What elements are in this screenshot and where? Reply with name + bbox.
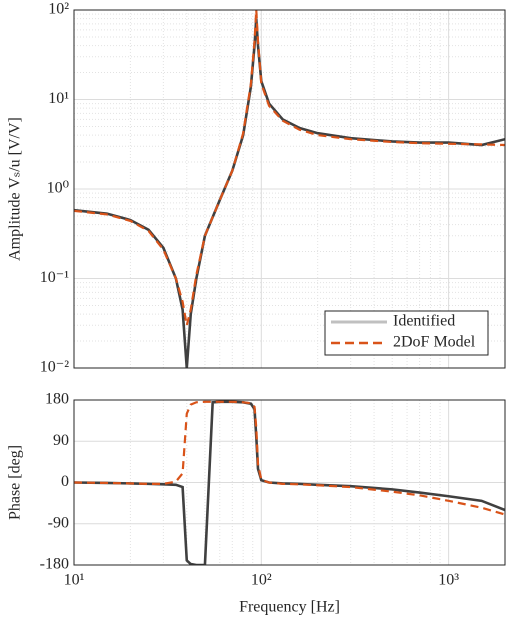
y-tick-label: 90	[53, 432, 69, 449]
legend: Identified 2DoF Model	[324, 310, 489, 356]
data-line	[74, 400, 505, 516]
axes-box	[73, 399, 506, 566]
y-tick-label: 0	[61, 473, 69, 490]
legend-box	[324, 310, 489, 356]
y-tick-label: 10⁻²	[40, 359, 69, 376]
x-tick-label: 10¹	[64, 572, 85, 589]
plot-area	[73, 9, 505, 369]
axes-box	[73, 9, 506, 369]
y-tick-label: 10⁻¹	[40, 269, 69, 286]
x-axis-label: Frequency [Hz]	[239, 599, 340, 616]
y-tick-label: 10⁰	[47, 180, 69, 197]
y-tick-label: 10²	[48, 1, 69, 18]
y-axis-label: Phase [deg]	[7, 445, 24, 520]
y-tick-label: -90	[48, 514, 69, 531]
x-tick-label: 10²	[251, 572, 272, 589]
legend-label: Identified	[393, 313, 455, 330]
y-tick-label: -180	[40, 556, 69, 573]
x-tick-label: 10³	[438, 572, 459, 589]
legend-label: 2DoF Model	[393, 334, 476, 351]
y-tick-label: 180	[45, 391, 69, 408]
y-tick-label: 10¹	[48, 90, 69, 107]
data-line	[74, 10, 505, 326]
y-axis-label: Amplitude Vₛ/u [V/V]	[7, 117, 24, 261]
